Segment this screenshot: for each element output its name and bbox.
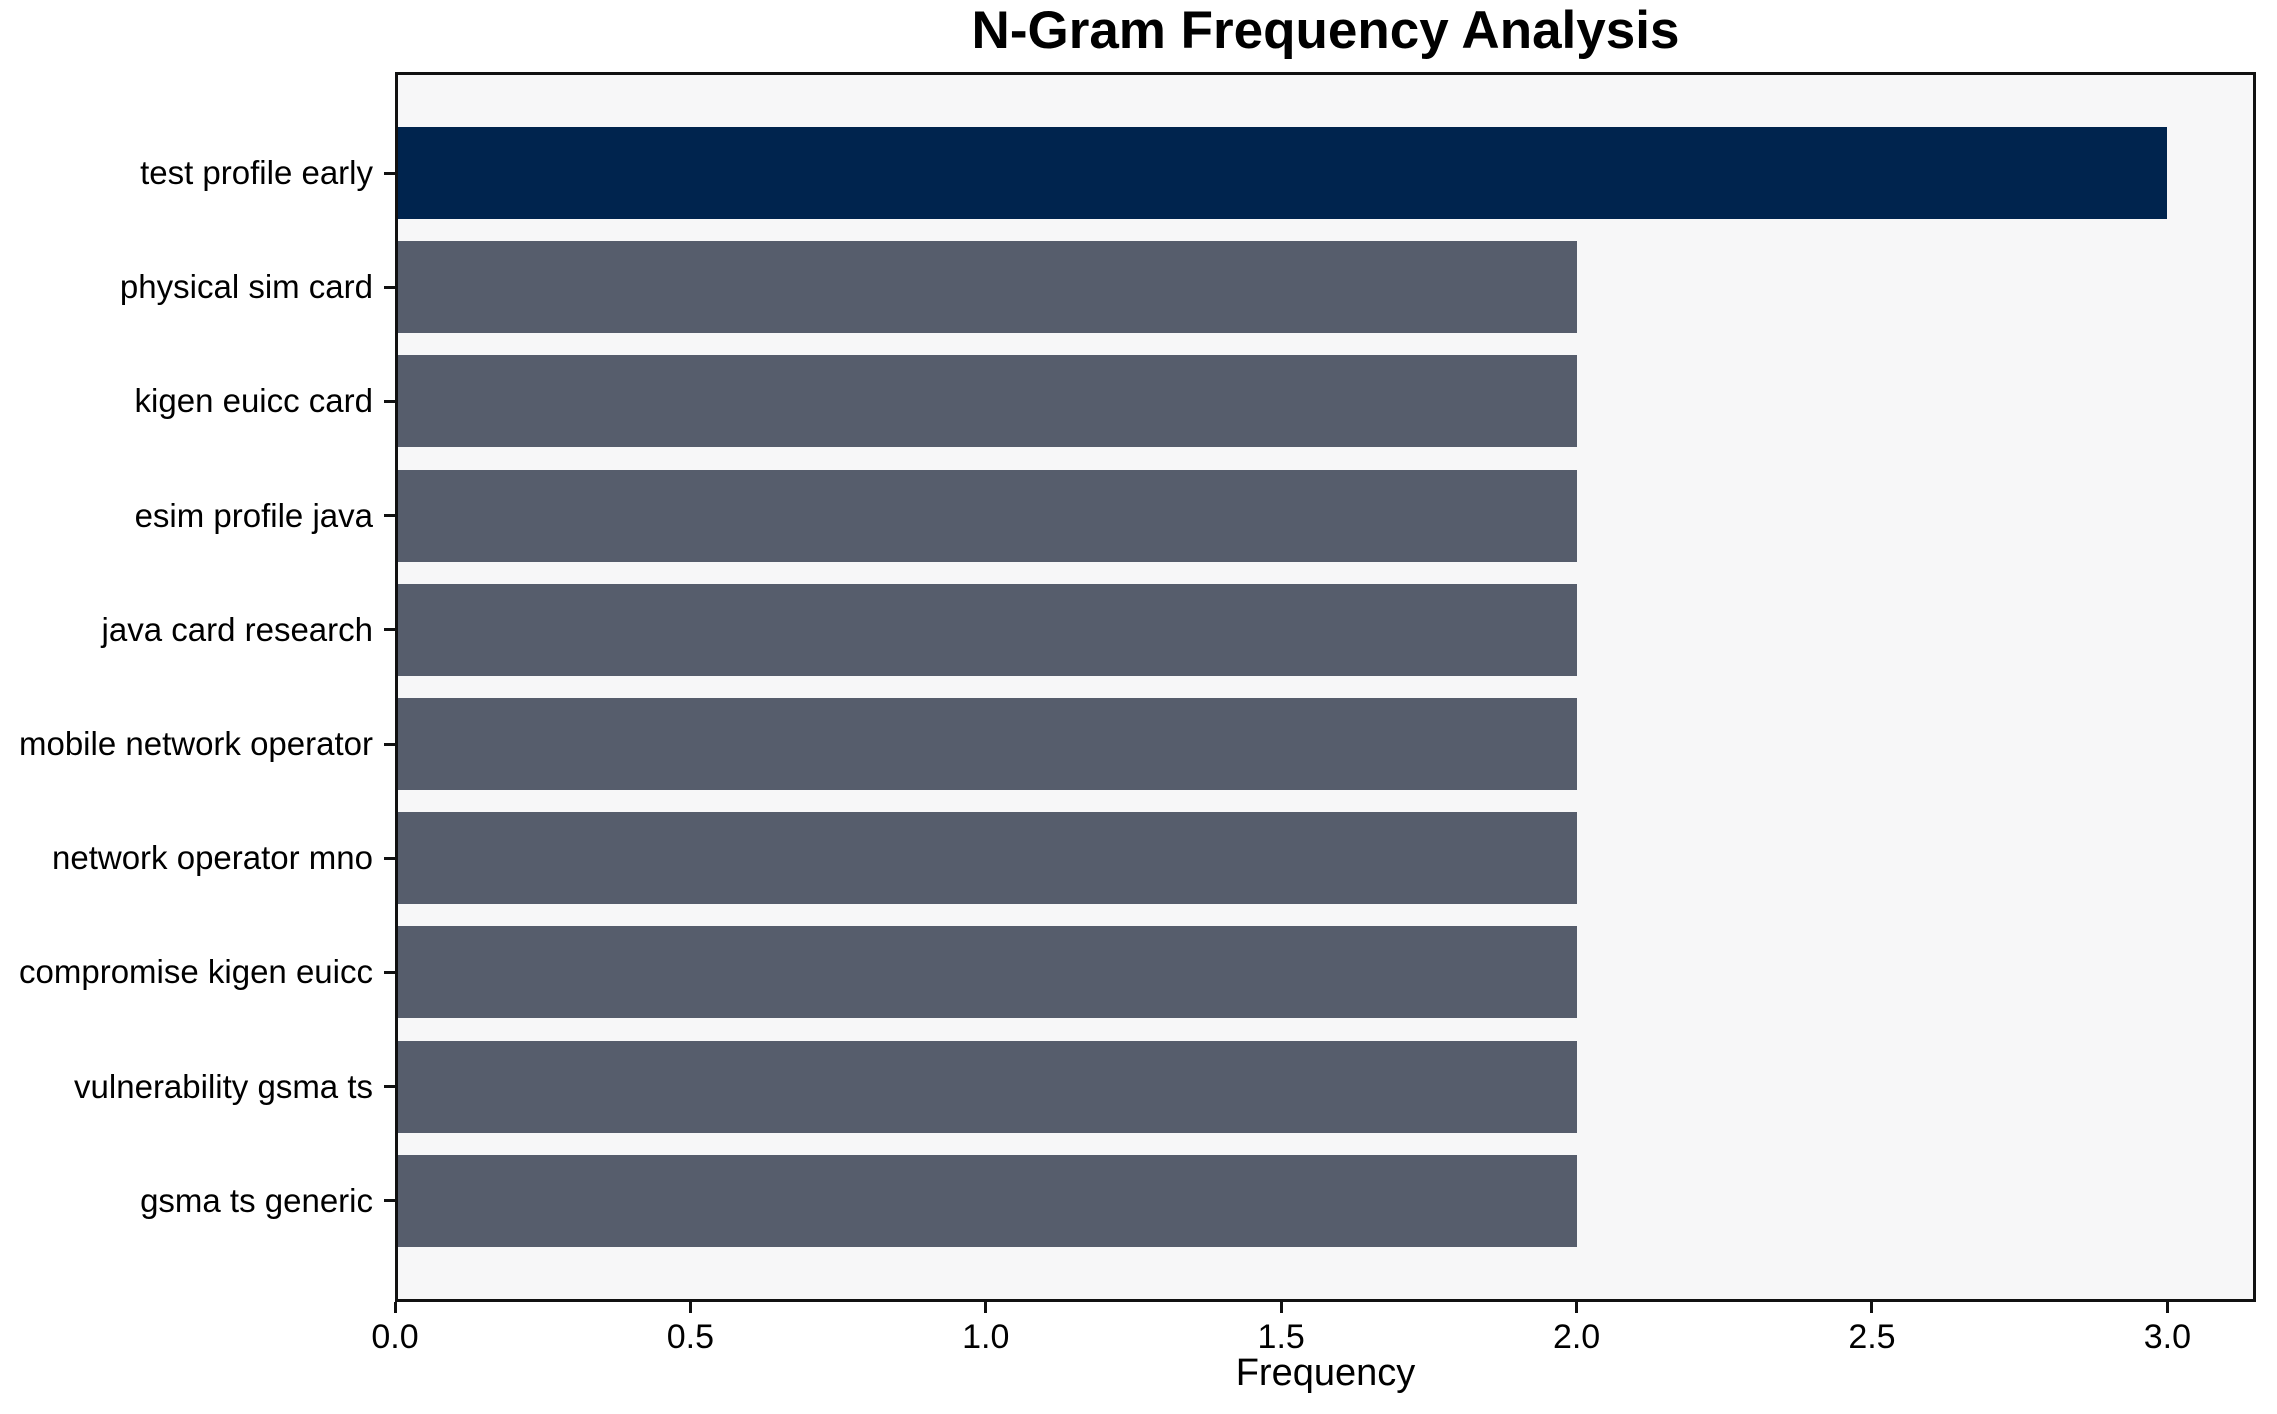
- x-tick-mark: [1870, 1302, 1874, 1313]
- bar: [395, 583, 1577, 676]
- plot-area: [395, 72, 2256, 1302]
- y-tick-label: network operator mno: [52, 839, 373, 877]
- chart-title: N-Gram Frequency Analysis: [971, 1, 1680, 60]
- y-tick-label: vulnerability gsma ts: [74, 1067, 373, 1105]
- y-tick-mark: [384, 171, 395, 175]
- y-tick-label: compromise kigen euicc: [19, 953, 373, 991]
- x-tick-label: 0.0: [371, 1318, 419, 1356]
- bar: [395, 355, 1577, 448]
- x-tick-label: 2.0: [1552, 1318, 1601, 1356]
- bar: [395, 1154, 1577, 1247]
- x-tick-mark: [984, 1302, 988, 1313]
- bar: [395, 698, 1577, 790]
- x-tick-mark: [1575, 1302, 1579, 1313]
- bar: [395, 469, 1577, 562]
- y-tick-mark: [384, 970, 395, 974]
- x-tick-mark: [393, 1302, 397, 1313]
- bar: [395, 1040, 1577, 1133]
- x-tick-label: 1.5: [1257, 1318, 1305, 1356]
- x-tick-mark: [1279, 1302, 1283, 1313]
- y-tick-label: test profile early: [140, 154, 373, 191]
- y-tick-label: esim profile java: [134, 496, 373, 534]
- x-tick-label: 3.0: [2143, 1318, 2191, 1356]
- y-tick-mark: [384, 514, 395, 518]
- bar: [395, 241, 1577, 334]
- bar: [395, 926, 1577, 1019]
- x-tick-mark: [2165, 1302, 2169, 1313]
- y-tick-mark: [384, 856, 395, 860]
- y-tick-mark: [384, 1085, 395, 1089]
- y-tick-label: gsma ts generic: [140, 1181, 373, 1219]
- x-tick-label: 1.0: [962, 1318, 1010, 1356]
- y-tick-label: mobile network operator: [18, 725, 373, 762]
- x-tick-label: 2.5: [1848, 1318, 1896, 1356]
- y-tick-label: kigen euicc card: [134, 382, 373, 420]
- x-tick-label: 0.5: [666, 1318, 715, 1356]
- y-tick-mark: [384, 1199, 395, 1203]
- x-axis-label: Frequency: [1235, 1352, 1416, 1394]
- y-tick-label: java card research: [101, 610, 373, 648]
- bar: [395, 127, 2168, 219]
- y-tick-mark: [384, 742, 395, 746]
- y-tick-mark: [384, 399, 395, 403]
- y-tick-label: physical sim card: [119, 268, 373, 306]
- x-tick-mark: [688, 1302, 692, 1313]
- bar: [395, 812, 1577, 905]
- y-tick-mark: [384, 285, 395, 289]
- y-tick-mark: [384, 628, 395, 632]
